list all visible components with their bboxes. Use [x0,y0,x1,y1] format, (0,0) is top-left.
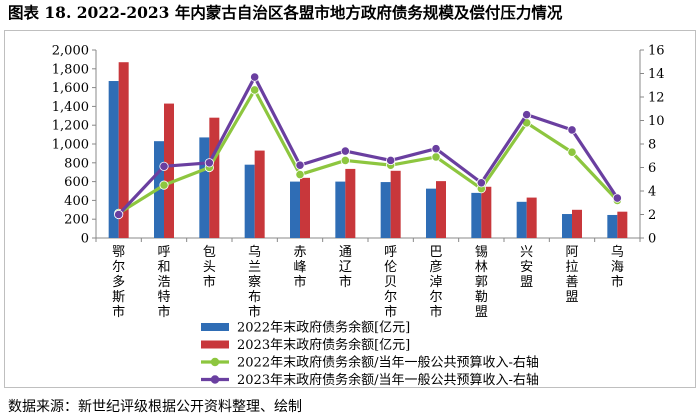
series-point [386,155,396,166]
legend-swatch [201,340,229,349]
right-axis-tick-label: 10 [648,114,665,129]
bar [290,181,300,238]
series-point [204,158,214,168]
series-point [340,155,350,166]
legend-label: 2022年末政府债务余额/当年一般公共预算收入-右轴 [237,355,539,371]
bar [164,103,174,238]
left-axis-tick-label: 1,400 [52,100,89,115]
series-point [612,193,622,203]
category-label: 乌兰察布市 [248,244,261,320]
left-axis-tick-label: 1,600 [52,81,89,96]
bar [471,192,482,238]
chart-title: 图表 18. 2022-2023 年内蒙古自治区各盟市地方政府债务规模及偿付压力… [8,3,563,22]
series-point [114,209,124,220]
category-label: 锡林郭勒盟 [475,245,488,320]
left-axis-tick-label: 400 [64,194,89,209]
bar [300,177,310,238]
legend: 2022年末政府债务余额[亿元]2023年末政府债务余额[亿元] 2022年末政府… [201,320,539,388]
bar [572,209,582,238]
bar [345,168,356,238]
category-labels: 鄂尔多斯市 呼和浩特市 包头市 乌兰察布市 赤峰市 通辽市 呼伦贝尔市 巴彦淖尔市 锡林郭勒盟 兴… [112,244,624,320]
bar [108,81,119,238]
source-note: 数据来源：新世纪评级根据公开资料整理、绘制 [8,399,302,415]
category-label: 巴彦淖尔市 [429,245,442,320]
series-point [295,160,305,170]
left-axis-tick-label: 800 [64,156,89,171]
lines [114,72,622,220]
series-point [476,178,486,188]
bar [335,181,346,238]
bar [390,170,401,238]
series-point [159,180,169,190]
legend-marker [210,375,220,384]
legend-label: 2022年末政府债务余额[亿元] [237,320,410,336]
series-line [117,88,619,215]
category-label: 通辽市 [339,245,352,290]
series-point [340,146,350,156]
left-axis-tick-label: 1,000 [52,138,89,153]
left-axis-tick-label: 0 [81,232,89,247]
series-point [250,85,260,95]
left-axis-tick-label: 1,200 [52,119,89,134]
bar [244,164,255,238]
right-axis-tick-label: 16 [648,44,665,59]
left-axis-tick-label: 2,000 [52,44,89,59]
category-label: 兴安盟 [520,245,533,290]
bar [426,188,436,238]
left-axis-tick-label: 600 [64,175,89,190]
bar [209,117,220,238]
right-axis-tick-label: 14 [648,67,665,82]
legend-label: 2023年末政府债务余额[亿元] [237,337,410,353]
bars [108,62,628,238]
bar [380,182,391,238]
chart-frame: 0 200 400 600 800 1,000 1,200 1,400 1,600 1,800 2,… [4,30,696,388]
category-label: 呼和浩特市 [157,245,170,320]
category-label: 鄂尔多斯市 [112,245,125,320]
bar [436,181,446,238]
right-axis-tick-label: 8 [648,138,656,153]
bar [118,62,129,238]
bar [516,201,527,238]
series-point [159,161,169,171]
right-axis-tick-label: 12 [648,91,665,106]
series-line [117,75,619,216]
right-axis-tick-label: 2 [648,208,656,223]
series-point [567,125,577,135]
series-point [522,110,532,120]
series-point [250,72,260,82]
category-label: 乌海市 [611,244,624,290]
legend-swatch [201,323,229,331]
category-label: 赤峰市 [293,245,306,290]
right-axis-tick-label: 6 [648,161,656,176]
category-label: 包头市 [203,245,216,290]
series-point [431,144,441,154]
bar [617,211,628,238]
left-axis-tick-label: 1,800 [52,62,89,77]
series-point [431,152,441,162]
left-axis-tick-label: 200 [64,213,89,228]
bar [254,150,265,238]
series-point [567,147,577,157]
chart-svg: 0 200 400 600 800 1,000 1,200 1,400 1,600 1,800 2,… [52,44,665,389]
bar [607,214,618,238]
bar [199,137,210,238]
category-label: 阿拉善盟 [565,245,578,305]
bar [481,186,492,238]
bar [562,214,572,238]
right-axis-tick-label: 0 [648,232,656,247]
bar [526,197,537,238]
right-axis-tick-label: 4 [648,185,656,200]
series-point [295,169,305,180]
legend-label: 2023年末政府债务余额/当年一般公共预算收入-右轴 [237,372,539,387]
category-label: 呼伦贝尔市 [384,245,397,320]
legend-marker [210,357,220,367]
axes: 0 200 400 600 800 1,000 1,200 1,400 1,600 1,800 2,… [52,44,665,247]
